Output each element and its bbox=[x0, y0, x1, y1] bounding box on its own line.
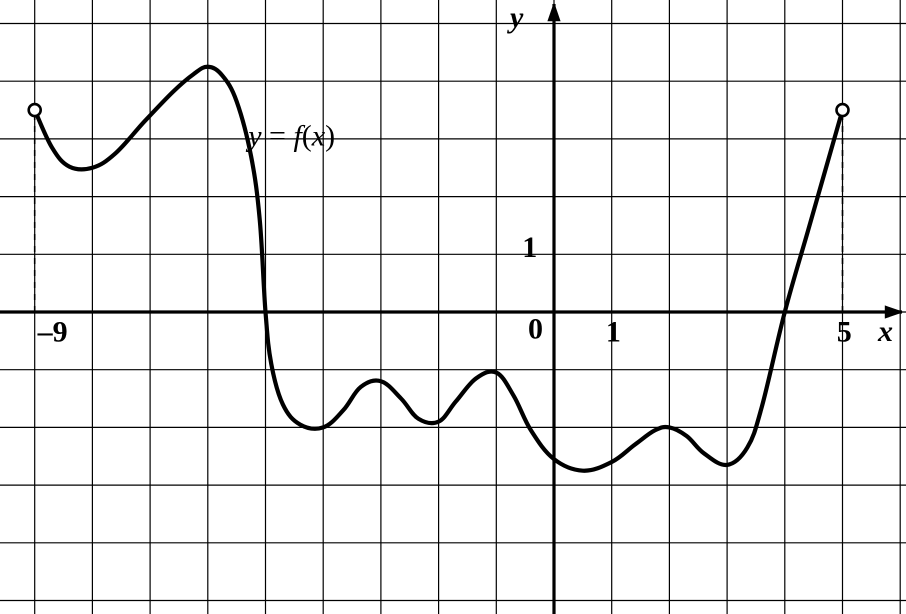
plot-svg: y x 0 –9 1 5 1 y = f(x) bbox=[0, 0, 906, 614]
x-tick-label: –9 bbox=[37, 315, 68, 348]
y-tick-label: 1 bbox=[522, 231, 537, 264]
x-tick-label: 5 bbox=[837, 315, 852, 348]
function-plot: y x 0 –9 1 5 1 y = f(x) bbox=[0, 0, 906, 614]
open-point-icon bbox=[29, 104, 41, 116]
function-label: y = f(x) bbox=[245, 119, 335, 152]
x-axis-label: x bbox=[877, 315, 893, 348]
x-tick-label: 1 bbox=[606, 315, 621, 348]
origin-label: 0 bbox=[528, 313, 543, 346]
open-point-icon bbox=[837, 104, 849, 116]
plot-bg bbox=[0, 0, 906, 614]
y-axis-label: y bbox=[507, 1, 524, 34]
